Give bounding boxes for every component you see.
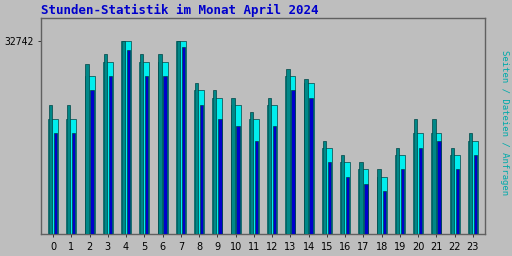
Bar xyxy=(323,141,326,234)
Bar xyxy=(182,47,185,234)
Bar xyxy=(237,126,240,234)
Text: Seiten / Dateien / Anfragen: Seiten / Dateien / Anfragen xyxy=(500,50,509,195)
Bar xyxy=(305,79,308,234)
Bar xyxy=(84,76,95,234)
Bar xyxy=(358,169,369,234)
Bar xyxy=(304,83,314,234)
Bar xyxy=(122,41,125,234)
Bar xyxy=(451,148,454,234)
Bar xyxy=(213,90,217,234)
Bar xyxy=(218,119,222,234)
Bar xyxy=(121,41,131,234)
Bar xyxy=(48,119,58,234)
Bar xyxy=(285,76,295,234)
Bar xyxy=(250,112,253,234)
Bar xyxy=(346,177,349,234)
Bar xyxy=(103,54,107,234)
Bar xyxy=(66,119,76,234)
Bar xyxy=(468,141,478,234)
Bar xyxy=(309,98,313,234)
Bar xyxy=(456,169,459,234)
Bar xyxy=(145,76,148,234)
Bar xyxy=(255,141,258,234)
Bar xyxy=(158,54,162,234)
Bar xyxy=(341,155,344,234)
Bar xyxy=(54,133,57,234)
Bar xyxy=(377,177,387,234)
Bar xyxy=(401,169,404,234)
Bar xyxy=(195,83,198,234)
Bar xyxy=(139,62,150,234)
Bar xyxy=(469,133,472,234)
Bar xyxy=(414,119,417,234)
Bar xyxy=(127,50,130,234)
Bar xyxy=(158,62,167,234)
Bar xyxy=(200,105,203,234)
Bar xyxy=(267,105,277,234)
Bar xyxy=(340,162,350,234)
Bar xyxy=(176,41,186,234)
Bar xyxy=(273,126,276,234)
Bar xyxy=(86,65,89,234)
Bar xyxy=(140,54,143,234)
Bar xyxy=(91,90,94,234)
Bar xyxy=(212,98,222,234)
Bar xyxy=(249,119,259,234)
Text: Stunden-Statistik im Monat April 2024: Stunden-Statistik im Monat April 2024 xyxy=(41,4,318,17)
Bar xyxy=(72,133,75,234)
Bar xyxy=(474,155,477,234)
Bar xyxy=(450,155,460,234)
Bar xyxy=(395,155,405,234)
Bar xyxy=(103,62,113,234)
Bar xyxy=(230,105,241,234)
Bar xyxy=(286,69,289,234)
Bar xyxy=(437,141,440,234)
Bar xyxy=(268,98,271,234)
Bar xyxy=(163,76,167,234)
Bar xyxy=(49,105,52,234)
Bar xyxy=(396,148,399,234)
Bar xyxy=(359,162,362,234)
Bar xyxy=(413,133,423,234)
Bar xyxy=(67,105,71,234)
Bar xyxy=(419,148,422,234)
Bar xyxy=(322,148,332,234)
Bar xyxy=(194,90,204,234)
Bar xyxy=(382,191,386,234)
Bar xyxy=(377,169,381,234)
Bar xyxy=(364,184,368,234)
Bar xyxy=(328,162,331,234)
Bar xyxy=(291,90,294,234)
Bar xyxy=(177,41,180,234)
Bar xyxy=(109,76,112,234)
Bar xyxy=(432,133,441,234)
Bar xyxy=(432,119,436,234)
Bar xyxy=(231,98,234,234)
